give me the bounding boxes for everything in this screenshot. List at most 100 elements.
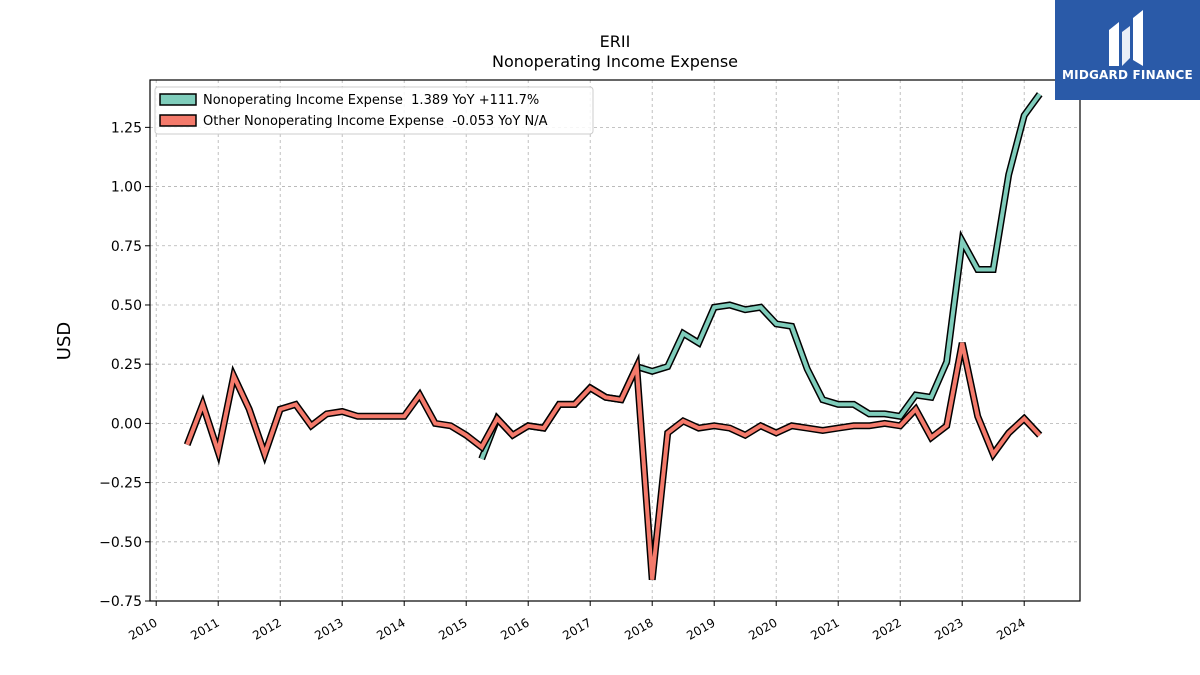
- y-tick-label: −0.25: [99, 476, 142, 492]
- x-tick-label: 2016: [498, 615, 531, 642]
- data-point-nonoperating-income-expense: [1022, 113, 1026, 117]
- data-point-other-nonoperating-income-expense: [790, 424, 794, 428]
- x-tick-label: 2010: [126, 615, 159, 642]
- data-point-other-nonoperating-income-expense: [805, 426, 809, 430]
- data-point-nonoperating-income-expense: [821, 398, 825, 402]
- y-tick-label: 0.75: [111, 239, 142, 255]
- data-point-other-nonoperating-income-expense: [712, 424, 716, 428]
- data-point-other-nonoperating-income-expense: [247, 407, 251, 411]
- y-tick-label: 0.50: [111, 298, 142, 314]
- data-point-other-nonoperating-income-expense: [960, 341, 964, 345]
- data-point-other-nonoperating-income-expense: [573, 402, 577, 406]
- data-point-nonoperating-income-expense: [1007, 173, 1011, 177]
- data-point-nonoperating-income-expense: [697, 341, 701, 345]
- y-tick-label: −0.75: [99, 594, 142, 610]
- data-point-other-nonoperating-income-expense: [929, 435, 933, 439]
- y-tick-label: −0.50: [99, 535, 142, 551]
- chart-title: ERII: [600, 32, 631, 51]
- data-point-other-nonoperating-income-expense: [681, 419, 685, 423]
- data-point-nonoperating-income-expense: [728, 303, 732, 307]
- legend-swatch-nonoperating-income-expense: [159, 93, 197, 106]
- data-point-other-nonoperating-income-expense: [480, 445, 484, 449]
- data-point-nonoperating-income-expense: [1038, 92, 1042, 96]
- data-point-nonoperating-income-expense: [759, 305, 763, 309]
- data-point-other-nonoperating-income-expense: [371, 414, 375, 418]
- data-point-other-nonoperating-income-expense: [433, 421, 437, 425]
- data-point-other-nonoperating-income-expense: [201, 402, 205, 406]
- x-tick-label: 2015: [436, 615, 469, 642]
- grid: [150, 80, 1080, 602]
- y-tick-label: 0.00: [111, 416, 142, 432]
- data-point-nonoperating-income-expense: [960, 239, 964, 243]
- data-point-other-nonoperating-income-expense: [821, 428, 825, 432]
- data-point-other-nonoperating-income-expense: [557, 402, 561, 406]
- data-point-nonoperating-income-expense: [805, 367, 809, 371]
- x-axis-ticks: 2010 2011 2012 2013 2014 2015 2016 2017 2018 2019…: [126, 601, 1028, 643]
- legend-box: [154, 86, 594, 135]
- plot-frame: [149, 79, 1081, 602]
- data-point-other-nonoperating-income-expense: [402, 414, 406, 418]
- y-axis-ticks: −0.75 −0.50 −0.25 0.00 0.25 0.50 0.75 1.00 1.25: [99, 120, 150, 610]
- data-point-other-nonoperating-income-expense: [526, 424, 530, 428]
- data-point-other-nonoperating-income-expense: [728, 426, 732, 430]
- data-point-nonoperating-income-expense: [945, 360, 949, 364]
- series-lines: [183, 92, 1043, 582]
- data-point-other-nonoperating-income-expense: [1007, 431, 1011, 435]
- x-tick-label: 2014: [374, 615, 407, 642]
- data-point-nonoperating-income-expense: [480, 457, 484, 461]
- data-point-other-nonoperating-income-expense: [511, 433, 515, 437]
- y-tick-label: 1.00: [111, 180, 142, 196]
- brand-logo: MIDGARD FINANCE: [1055, 0, 1200, 100]
- data-point-other-nonoperating-income-expense: [743, 433, 747, 437]
- x-tick-label: 2020: [746, 615, 779, 642]
- x-tick-label: 2017: [560, 615, 593, 642]
- data-point-nonoperating-income-expense: [712, 305, 716, 309]
- data-point-other-nonoperating-income-expense: [263, 452, 267, 456]
- data-point-nonoperating-income-expense: [681, 331, 685, 335]
- data-point-other-nonoperating-income-expense: [759, 424, 763, 428]
- data-point-nonoperating-income-expense: [883, 412, 887, 416]
- data-point-other-nonoperating-income-expense: [666, 431, 670, 435]
- x-tick-label: 2022: [870, 615, 903, 642]
- data-point-nonoperating-income-expense: [650, 369, 654, 373]
- data-point-other-nonoperating-income-expense: [650, 578, 654, 582]
- data-point-other-nonoperating-income-expense: [232, 374, 236, 378]
- series-line-other-nonoperating-income-expense: [185, 342, 1042, 580]
- y-tick-label: 1.25: [111, 120, 142, 136]
- data-point-nonoperating-income-expense: [867, 412, 871, 416]
- data-point-other-nonoperating-income-expense: [1022, 416, 1026, 420]
- data-point-other-nonoperating-income-expense: [216, 450, 220, 454]
- data-point-other-nonoperating-income-expense: [976, 414, 980, 418]
- data-point-other-nonoperating-income-expense: [340, 409, 344, 413]
- data-point-other-nonoperating-income-expense: [325, 412, 329, 416]
- legend-swatch-other-nonoperating-income-expense: [159, 114, 197, 127]
- y-tick-label: 0.25: [111, 357, 142, 373]
- data-point-other-nonoperating-income-expense: [418, 393, 422, 397]
- data-point-other-nonoperating-income-expense: [914, 407, 918, 411]
- data-point-other-nonoperating-income-expense: [635, 364, 639, 368]
- data-point-other-nonoperating-income-expense: [619, 398, 623, 402]
- data-point-other-nonoperating-income-expense: [278, 407, 282, 411]
- data-point-other-nonoperating-income-expense: [697, 426, 701, 430]
- data-point-other-nonoperating-income-expense: [356, 414, 360, 418]
- x-tick-label: 2011: [188, 615, 221, 642]
- midgard-m-logo-icon: [1109, 10, 1143, 66]
- data-point-other-nonoperating-income-expense: [495, 416, 499, 420]
- x-tick-label: 2018: [622, 615, 655, 642]
- data-point-nonoperating-income-expense: [743, 308, 747, 312]
- data-point-other-nonoperating-income-expense: [604, 395, 608, 399]
- data-point-nonoperating-income-expense: [991, 267, 995, 271]
- data-point-nonoperating-income-expense: [929, 395, 933, 399]
- data-point-other-nonoperating-income-expense: [774, 431, 778, 435]
- chart-subtitle: Nonoperating Income Expense: [492, 52, 738, 71]
- data-point-other-nonoperating-income-expense: [542, 426, 546, 430]
- data-point-nonoperating-income-expense: [836, 402, 840, 406]
- data-point-other-nonoperating-income-expense: [309, 424, 313, 428]
- data-point-nonoperating-income-expense: [774, 322, 778, 326]
- logo-text: MIDGARD FINANCE: [1062, 68, 1193, 82]
- data-point-other-nonoperating-income-expense: [387, 414, 391, 418]
- legend-label-nonoperating-income-expense: Nonoperating Income Expense 1.389 YoY +1…: [203, 93, 539, 108]
- data-point-nonoperating-income-expense: [852, 402, 856, 406]
- x-tick-label: 2021: [808, 615, 841, 642]
